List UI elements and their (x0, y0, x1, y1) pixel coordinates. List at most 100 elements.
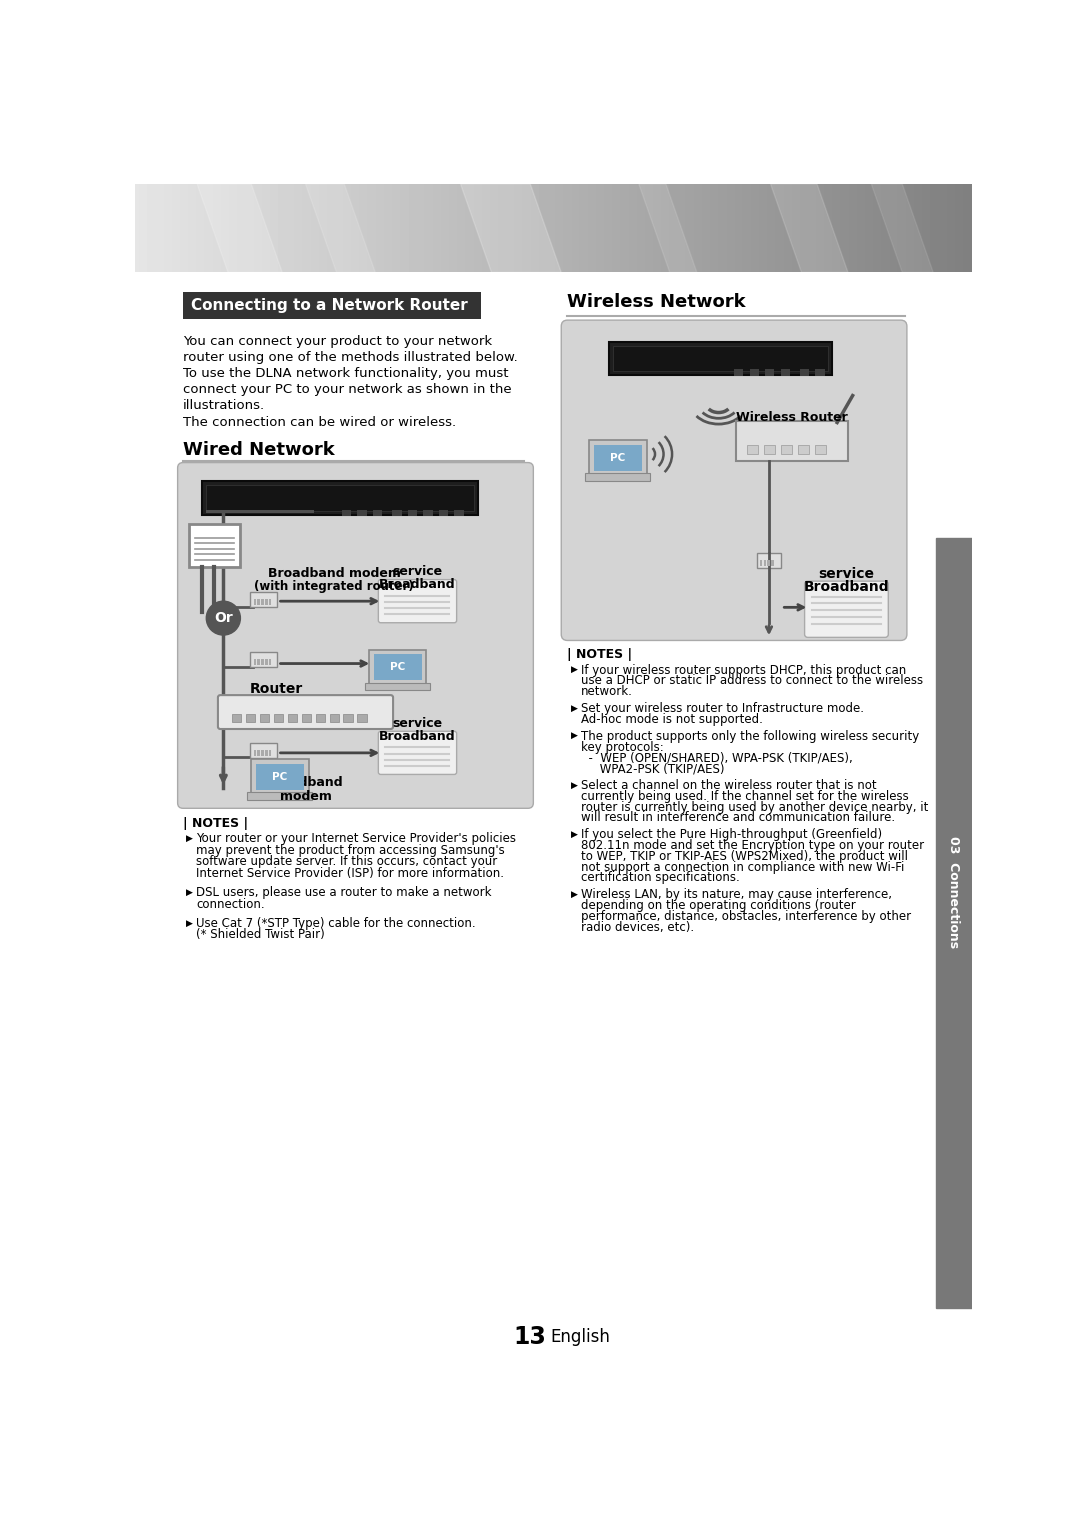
Text: Internet Service Provider (ISP) for more information.: Internet Service Provider (ISP) for more… (197, 867, 504, 879)
Text: Wireless Router: Wireless Router (737, 411, 848, 424)
Text: service: service (392, 717, 442, 729)
Text: illustrations.: illustrations. (183, 400, 266, 412)
Bar (287, 714, 297, 722)
FancyBboxPatch shape (252, 758, 309, 795)
Text: ▶: ▶ (186, 887, 193, 896)
Text: If you select the Pure High-throughput (Greenfield): If you select the Pure High-throughput (… (581, 829, 881, 841)
Text: Wireless LAN, by its nature, may cause interference,: Wireless LAN, by its nature, may cause i… (581, 889, 892, 901)
Bar (183, 291, 482, 319)
Polygon shape (872, 184, 933, 273)
FancyBboxPatch shape (251, 591, 276, 607)
Text: 802.11n mode and set the Encryption type on your router: 802.11n mode and set the Encryption type… (581, 840, 923, 852)
Text: DSL users, please use a router to make a network: DSL users, please use a router to make a… (197, 885, 491, 899)
Text: ▶: ▶ (570, 830, 578, 840)
Text: If your wireless router supports DHCP, this product can: If your wireless router supports DHCP, t… (581, 663, 906, 677)
Text: 13: 13 (513, 1325, 545, 1350)
Bar (815, 444, 826, 453)
Bar (261, 749, 264, 755)
Bar (315, 714, 325, 722)
Text: You can connect your product to your network: You can connect your product to your net… (183, 336, 492, 348)
Bar (771, 559, 773, 565)
FancyBboxPatch shape (737, 421, 848, 461)
Bar (301, 714, 311, 722)
Text: 03  Connections: 03 Connections (947, 836, 960, 948)
Bar (266, 749, 268, 755)
Polygon shape (770, 184, 848, 273)
Bar (765, 369, 774, 375)
Text: The product supports only the following wireless security: The product supports only the following … (581, 729, 919, 743)
Polygon shape (197, 184, 282, 273)
FancyBboxPatch shape (562, 320, 907, 640)
Text: router using one of the methods illustrated below.: router using one of the methods illustra… (183, 351, 517, 365)
FancyBboxPatch shape (805, 581, 889, 637)
Bar (261, 599, 264, 605)
Text: Wireless Network: Wireless Network (567, 294, 746, 311)
Bar (374, 654, 422, 680)
Bar (261, 659, 264, 665)
Bar (935, 538, 972, 1308)
FancyBboxPatch shape (378, 579, 457, 622)
Text: To use the DLNA network functionality, you must: To use the DLNA network functionality, y… (183, 368, 509, 380)
Text: not support a connection in compliance with new Wi-Fi: not support a connection in compliance w… (581, 861, 904, 873)
Text: | NOTES |: | NOTES | (183, 817, 248, 830)
Text: modem: modem (280, 791, 332, 803)
Text: use a DHCP or static IP address to connect to the wireless: use a DHCP or static IP address to conne… (581, 674, 922, 688)
Text: English: English (551, 1328, 610, 1347)
Bar (260, 714, 269, 722)
Text: Connecting to a Network Router: Connecting to a Network Router (191, 299, 468, 313)
Text: ▶: ▶ (570, 781, 578, 789)
Bar (205, 486, 474, 512)
Text: connect your PC to your network as shown in the: connect your PC to your network as shown… (183, 383, 512, 397)
Bar (329, 714, 339, 722)
FancyBboxPatch shape (590, 440, 647, 475)
Text: certification specifications.: certification specifications. (581, 872, 740, 884)
Text: ▶: ▶ (570, 890, 578, 899)
Polygon shape (460, 184, 562, 273)
Bar (373, 510, 382, 516)
Text: key protocols:: key protocols: (581, 740, 663, 754)
Bar (734, 369, 743, 375)
Text: radio devices, etc).: radio devices, etc). (581, 921, 693, 933)
Bar (800, 369, 809, 375)
FancyBboxPatch shape (251, 653, 276, 668)
Text: software update server. If this occurs, contact your: software update server. If this occurs, … (197, 855, 498, 869)
Bar (759, 559, 762, 565)
Bar (257, 749, 260, 755)
FancyBboxPatch shape (369, 650, 427, 685)
Text: PC: PC (272, 772, 287, 781)
Bar (342, 510, 351, 516)
FancyBboxPatch shape (365, 683, 430, 691)
Text: ▶: ▶ (186, 918, 193, 927)
Text: Use Cat 7 (*STP Type) cable for the connection.: Use Cat 7 (*STP Type) cable for the conn… (197, 916, 476, 930)
Text: ▶: ▶ (570, 731, 578, 740)
Bar (357, 714, 367, 722)
Text: connection.: connection. (197, 898, 265, 910)
Polygon shape (638, 184, 697, 273)
Text: -  WEP (OPEN/SHARED), WPA-PSK (TKIP/AES),: - WEP (OPEN/SHARED), WPA-PSK (TKIP/AES), (581, 751, 852, 764)
Bar (266, 659, 268, 665)
Text: (* Shielded Twist Pair): (* Shielded Twist Pair) (197, 928, 325, 942)
Text: depending on the operating conditions (router: depending on the operating conditions (r… (581, 899, 855, 912)
Text: router is currently being used by another device nearby, it: router is currently being used by anothe… (581, 801, 928, 813)
Text: service: service (819, 567, 875, 581)
Text: ▶: ▶ (570, 703, 578, 712)
Bar (273, 714, 283, 722)
Text: Set your wireless router to Infrastructure mode.: Set your wireless router to Infrastructu… (581, 702, 864, 715)
Bar (764, 559, 766, 565)
Bar (254, 599, 256, 605)
Bar (747, 444, 758, 453)
Text: currently being used. If the channel set for the wireless: currently being used. If the channel set… (581, 791, 908, 803)
FancyBboxPatch shape (757, 553, 781, 568)
Text: service: service (392, 565, 442, 578)
FancyBboxPatch shape (585, 473, 650, 481)
Text: Broadband: Broadband (379, 578, 456, 591)
FancyBboxPatch shape (378, 731, 457, 775)
Bar (256, 763, 303, 791)
Text: will result in interference and communication failure.: will result in interference and communic… (581, 812, 894, 824)
Text: PC: PC (390, 662, 405, 673)
Text: Router: Router (249, 682, 302, 696)
Bar (254, 749, 256, 755)
FancyBboxPatch shape (177, 463, 534, 809)
Bar (357, 510, 367, 516)
Text: network.: network. (581, 685, 633, 699)
